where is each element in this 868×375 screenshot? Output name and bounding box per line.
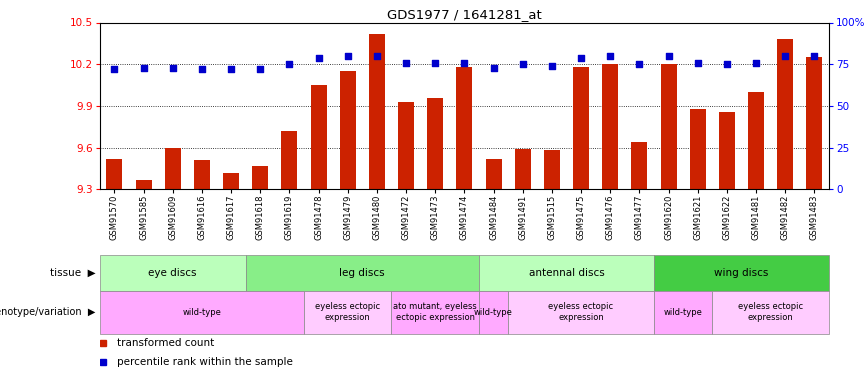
Bar	[654, 291, 713, 334]
Bar	[223, 173, 239, 189]
Point	[341, 53, 355, 59]
Point	[603, 53, 617, 59]
Point	[312, 54, 326, 60]
Text: ato mutant, eyeless
ectopic expression: ato mutant, eyeless ectopic expression	[393, 303, 477, 322]
Point	[807, 53, 821, 59]
Bar	[457, 67, 472, 189]
Bar	[253, 166, 268, 189]
Point	[487, 64, 501, 70]
Bar	[485, 159, 502, 189]
Bar	[391, 291, 479, 334]
Point	[428, 60, 442, 66]
Text: eyeless ectopic
expression: eyeless ectopic expression	[549, 303, 614, 322]
Bar	[339, 71, 356, 189]
Point	[399, 60, 413, 66]
Point	[136, 64, 150, 70]
Bar	[602, 64, 618, 189]
Bar	[713, 291, 829, 334]
Bar	[398, 102, 414, 189]
Text: antennal discs: antennal discs	[529, 268, 604, 278]
Point	[370, 53, 384, 59]
Bar	[100, 291, 304, 334]
Point	[720, 61, 733, 67]
Text: wing discs: wing discs	[714, 268, 769, 278]
Point	[633, 61, 647, 67]
Bar	[479, 291, 508, 334]
Bar	[777, 39, 793, 189]
Bar	[573, 67, 589, 189]
Point	[457, 60, 471, 66]
Bar	[194, 160, 210, 189]
Point	[224, 66, 238, 72]
Bar	[661, 64, 676, 189]
Text: tissue  ▶: tissue ▶	[49, 268, 95, 278]
Bar	[107, 159, 122, 189]
Bar	[100, 255, 246, 291]
Bar	[281, 131, 298, 189]
Bar	[479, 255, 654, 291]
Point	[516, 61, 529, 67]
Text: percentile rank within the sample: percentile rank within the sample	[116, 357, 293, 367]
Bar	[690, 109, 706, 189]
Text: eyeless ectopic
expression: eyeless ectopic expression	[738, 303, 803, 322]
Point	[749, 60, 763, 66]
Bar	[631, 142, 648, 189]
Point	[574, 54, 588, 60]
Bar	[427, 98, 444, 189]
Point	[661, 53, 675, 59]
Text: eye discs: eye discs	[148, 268, 197, 278]
Text: eyeless ectopic
expression: eyeless ectopic expression	[315, 303, 380, 322]
Point	[108, 66, 122, 72]
Point	[691, 60, 705, 66]
Text: genotype/variation  ▶: genotype/variation ▶	[0, 307, 95, 317]
Bar	[508, 291, 654, 334]
Text: wild-type: wild-type	[182, 308, 221, 316]
Bar	[719, 111, 735, 189]
Bar	[654, 255, 829, 291]
Text: leg discs: leg discs	[339, 268, 385, 278]
Bar	[515, 149, 530, 189]
Bar	[748, 92, 764, 189]
Text: transformed count: transformed count	[116, 338, 214, 348]
Bar	[165, 148, 181, 189]
Bar	[806, 57, 822, 189]
Point	[545, 63, 559, 69]
Point	[282, 61, 296, 67]
Bar	[369, 34, 385, 189]
Bar	[311, 85, 326, 189]
Point	[195, 66, 209, 72]
Bar	[544, 150, 560, 189]
Text: wild-type: wild-type	[474, 308, 513, 316]
Point	[166, 64, 180, 70]
Point	[779, 53, 792, 59]
Text: wild-type: wild-type	[664, 308, 702, 316]
Bar	[135, 180, 152, 189]
Bar	[246, 255, 479, 291]
Bar	[304, 291, 391, 334]
Title: GDS1977 / 1641281_at: GDS1977 / 1641281_at	[387, 8, 542, 21]
Point	[253, 66, 267, 72]
